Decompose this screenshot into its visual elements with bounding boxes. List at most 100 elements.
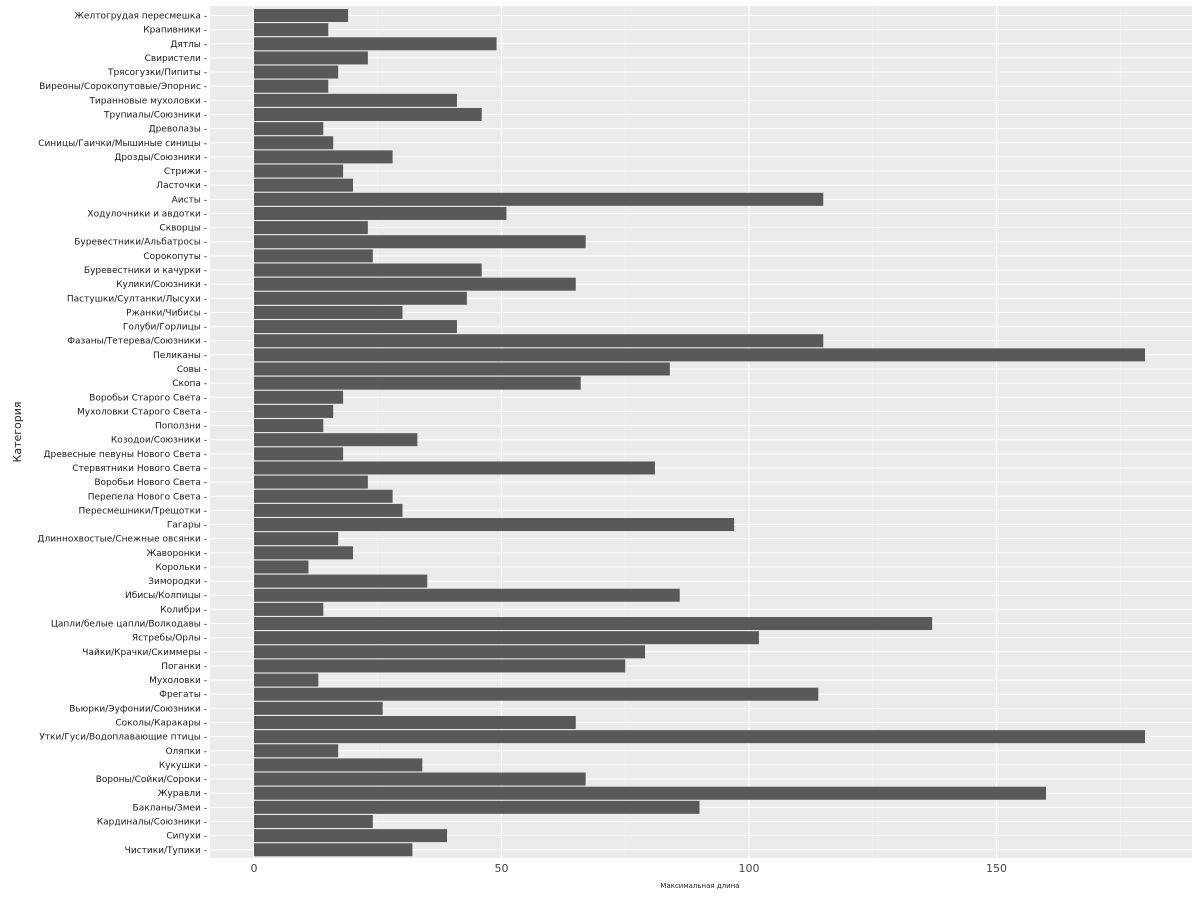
bar: [254, 37, 497, 51]
bar: [254, 178, 353, 192]
bar: [254, 701, 383, 715]
category-label: Пеликаны -: [153, 351, 207, 361]
bar: [254, 206, 507, 220]
category-label: Поганки -: [161, 662, 207, 672]
bar: [254, 631, 759, 645]
category-label: Фрегаты -: [159, 690, 207, 700]
bar: [254, 546, 353, 560]
category-label: Чистики/Тупики -: [125, 846, 207, 856]
x-tick-label: 50: [495, 862, 509, 875]
category-label: Совы -: [177, 365, 207, 375]
category-label: Голуби/Горлицы -: [123, 323, 207, 333]
bar: [254, 829, 448, 843]
x-tick-labels: 0 50 100 150: [251, 862, 1008, 875]
bar: [254, 291, 467, 305]
category-label: Древесные певуны Нового Света -: [43, 450, 207, 460]
category-label: Аисты -: [172, 195, 207, 205]
bar: [254, 305, 403, 319]
bar: [254, 518, 735, 532]
bar: [254, 221, 368, 235]
bar: [254, 150, 393, 164]
bar: [254, 744, 339, 758]
category-label: Кардиналы/Союзники -: [97, 817, 207, 827]
bar: [254, 419, 324, 433]
bar: [254, 560, 309, 574]
bar: [254, 79, 329, 93]
category-label: Перепела Нового Света -: [88, 492, 207, 502]
category-label: Буревестники/Альбатросы -: [74, 238, 207, 248]
category-label: Трупиалы/Союзники -: [103, 110, 207, 120]
category-label: Поползни -: [155, 422, 207, 432]
bar: [254, 404, 334, 418]
category-label: Дятлы -: [170, 40, 207, 50]
category-label: Сорокопуты -: [143, 252, 207, 262]
category-label: Зимородки -: [148, 577, 207, 587]
category-label: Фазаны/Тетерева/Союзники -: [67, 337, 207, 347]
category-label: Ибисы/Колпицы -: [125, 591, 207, 601]
bar: [254, 9, 349, 22]
bar: [254, 772, 586, 786]
x-tick-label: 0: [251, 862, 258, 875]
category-label: Свиристели -: [145, 54, 207, 64]
bar: [254, 362, 670, 376]
bar: [254, 687, 819, 701]
category-label: Желтогрудая пересмешка -: [74, 12, 207, 22]
x-tick-label: 100: [739, 862, 760, 875]
category-label: Жаворонки -: [146, 549, 207, 559]
category-label: Дрозды/Союзники -: [114, 153, 207, 163]
bar: [254, 730, 1145, 744]
bar: [254, 673, 319, 687]
category-labels: Желтогрудая пересмешка - Крапивники - Дятл…: [37, 12, 207, 856]
bar: [254, 786, 1046, 800]
category-label: Кукушки -: [159, 761, 207, 771]
category-label: Мухоловки -: [149, 676, 207, 686]
bar: [254, 277, 576, 291]
category-label: Ржанки/Чибисы -: [126, 308, 207, 318]
bar: [254, 348, 1145, 362]
category-label: Скопа -: [172, 379, 207, 389]
bar: [254, 475, 368, 489]
bar: [254, 800, 700, 814]
bar: [254, 164, 344, 178]
bar: [254, 376, 581, 390]
category-label: Длиннохвостые/Снежные овсянки -: [37, 535, 207, 545]
bar: [254, 334, 824, 348]
category-label: Ходулочники и авдотки -: [87, 209, 207, 219]
bar: [254, 235, 586, 249]
bar: [254, 447, 344, 461]
bars: [254, 9, 1145, 857]
bar: [254, 574, 428, 588]
bar: [254, 23, 329, 37]
bar: [254, 758, 423, 772]
category-label: Гагары -: [167, 521, 207, 531]
bar: [254, 588, 680, 602]
category-label: Стрижи -: [164, 167, 207, 177]
bar: [254, 65, 339, 79]
category-label: Кулики/Союзники -: [116, 280, 207, 290]
bar: [254, 136, 334, 150]
bar: [254, 645, 646, 659]
x-axis-title: Максимальная длина: [660, 882, 739, 890]
category-label: Чайки/Крачки/Скиммеры -: [82, 648, 207, 658]
category-label: Скворцы -: [159, 224, 207, 234]
category-label: Пастушки/Султанки/Лысухи -: [67, 294, 207, 304]
category-label: Вьюрки/Эуфонии/Союзники -: [69, 704, 207, 714]
category-label: Оляпки -: [165, 747, 207, 757]
category-label: Тиранновые мухоловки -: [88, 96, 207, 106]
bar: [254, 843, 413, 857]
bar: [254, 461, 655, 475]
category-label: Колибри -: [160, 605, 207, 615]
category-label: Трясогузки/Пипиты -: [107, 68, 207, 78]
category-label: Журавли -: [158, 789, 207, 799]
bar: [254, 93, 457, 107]
bar: [254, 503, 403, 517]
bar: [254, 617, 933, 631]
category-label: Ласточки -: [156, 181, 207, 191]
bar: [254, 263, 482, 277]
category-label: Вороны/Сойки/Сороки -: [96, 775, 207, 785]
category-label: Буревестники и качурки -: [84, 266, 207, 276]
category-label: Виреоны/Сорокопутовые/Эпорнис -: [39, 82, 207, 92]
bar: [254, 659, 626, 673]
category-label: Воробьи Старого Света -: [89, 393, 207, 403]
category-label: Соколы/Каракары -: [115, 719, 207, 729]
